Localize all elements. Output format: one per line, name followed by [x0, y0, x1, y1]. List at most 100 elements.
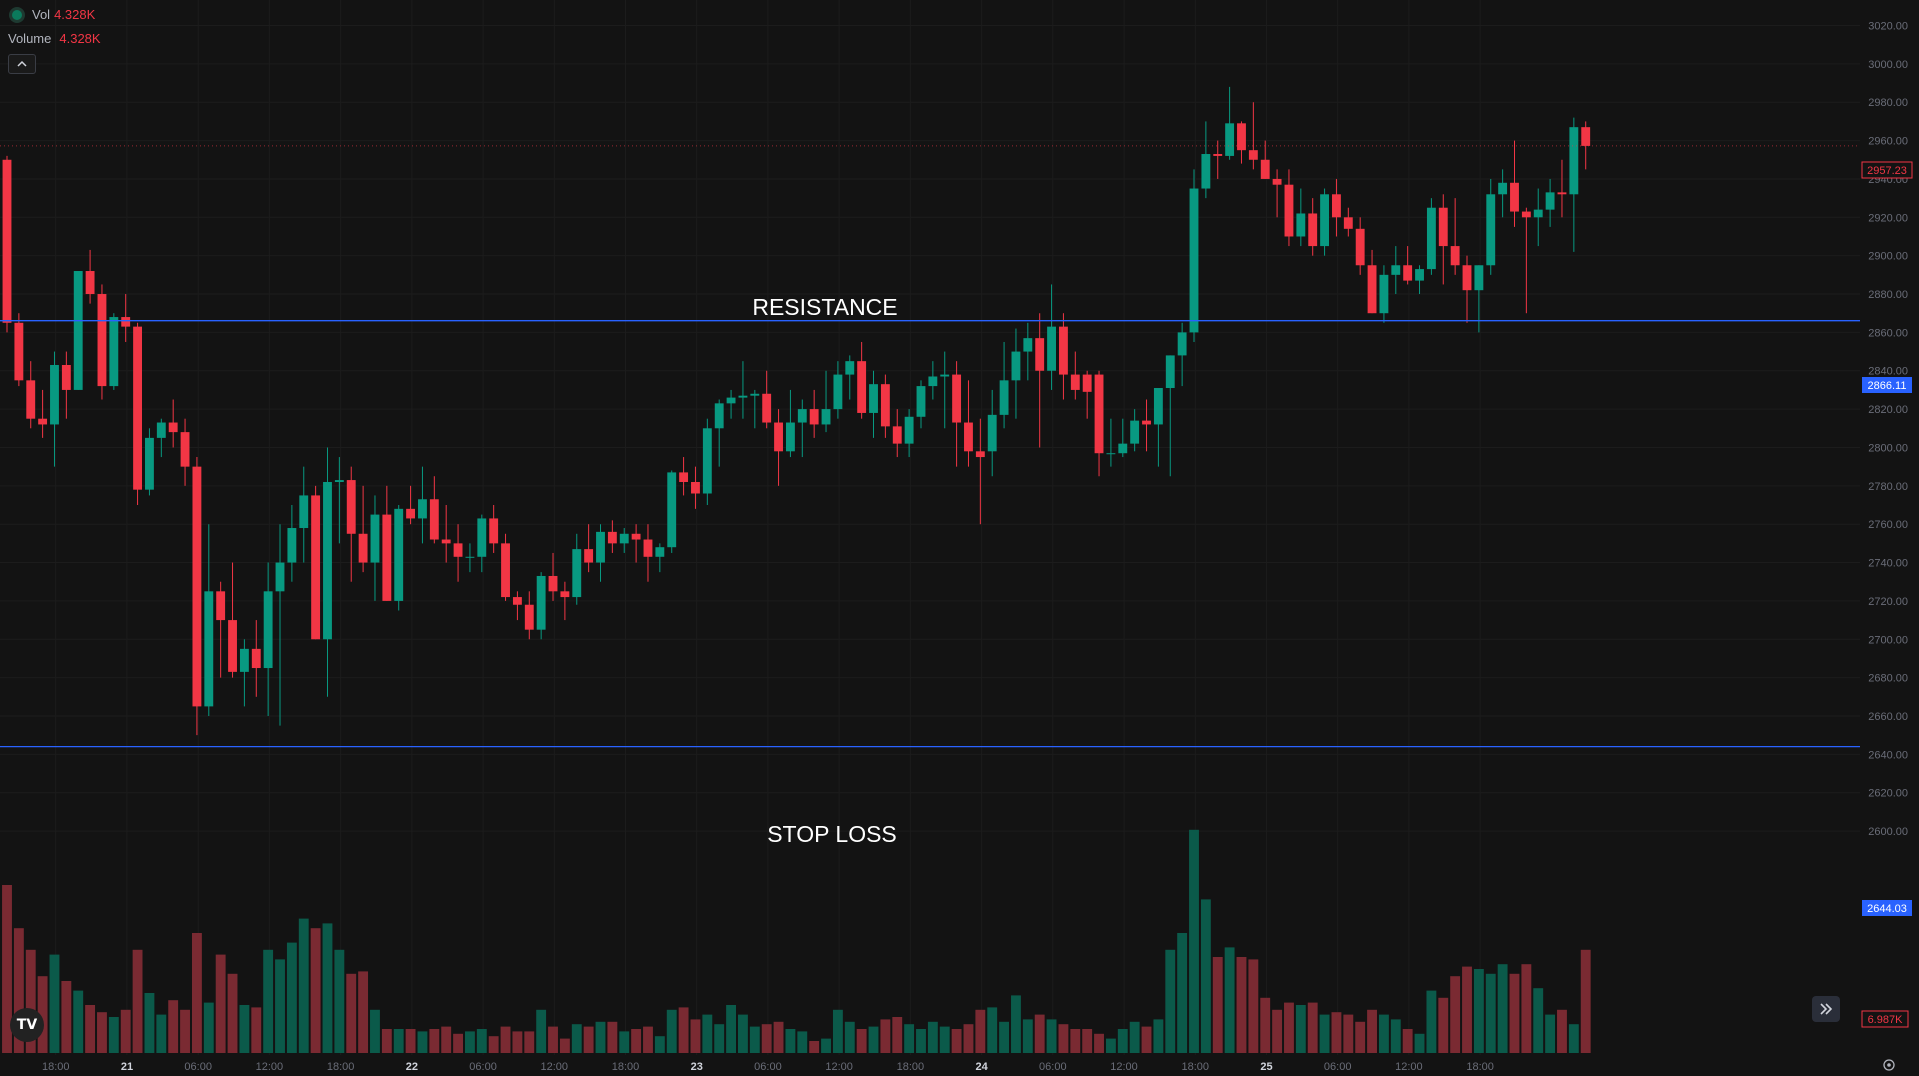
- candle: [370, 495, 380, 601]
- candle-body: [928, 376, 938, 387]
- candle: [1557, 159, 1567, 218]
- candle: [1213, 140, 1223, 179]
- volume-bar: [310, 928, 321, 1053]
- price-axis[interactable]: 3020.003000.002980.002960.002940.002920.…: [1868, 21, 1908, 839]
- volume-bar: [512, 1031, 523, 1053]
- candle-body: [904, 416, 914, 444]
- volume-bar: [453, 1033, 463, 1053]
- time-tick-label: 18:00: [327, 1061, 355, 1073]
- volume-bar: [1355, 1021, 1366, 1053]
- candle: [453, 524, 463, 582]
- candle: [382, 485, 392, 601]
- time-tick-label: 06:00: [184, 1061, 212, 1073]
- volume-bar: [844, 1021, 855, 1053]
- scroll-to-realtime-button[interactable]: [1812, 996, 1840, 1022]
- horizontal-lines[interactable]: [0, 145, 1860, 748]
- legend-volume-value: 4.328K: [59, 31, 101, 46]
- candle: [85, 249, 95, 304]
- candle: [738, 361, 748, 419]
- price-tick-label: 3000.00: [1868, 59, 1908, 71]
- candle: [596, 524, 605, 582]
- candle: [121, 294, 131, 342]
- candle-body: [85, 271, 95, 295]
- legend-volume-label: Volume: [8, 31, 52, 46]
- candle-body: [1415, 269, 1424, 281]
- volume-bar: [1462, 966, 1472, 1053]
- candle-body: [251, 648, 261, 669]
- candle: [1426, 198, 1436, 275]
- candle: [987, 389, 997, 477]
- volume-bar: [892, 1017, 903, 1053]
- volume-bar: [1117, 1029, 1128, 1053]
- volume-bar: [180, 1009, 190, 1053]
- volume-bar: [1390, 1019, 1401, 1053]
- legend-volume-row[interactable]: Volume 4.328K: [8, 30, 101, 48]
- stop-loss-annotation[interactable]: STOP LOSS: [767, 821, 897, 847]
- volume-bar: [370, 1009, 380, 1053]
- candle: [1343, 207, 1353, 237]
- volume-bar: [1272, 1009, 1283, 1053]
- volume-bar: [1426, 990, 1437, 1053]
- candle-body: [762, 393, 772, 423]
- candle-body: [1070, 374, 1080, 390]
- volume-bar: [13, 928, 24, 1053]
- candle-body: [1153, 388, 1163, 425]
- candle: [1403, 246, 1413, 285]
- chart-settings-button[interactable]: [1880, 1056, 1898, 1074]
- volume-bar: [678, 1007, 689, 1053]
- candle-body: [180, 432, 190, 467]
- candle: [1308, 198, 1318, 256]
- candle-body: [1165, 355, 1175, 389]
- candle: [928, 361, 938, 400]
- candle-body: [2, 159, 12, 323]
- candle: [726, 389, 736, 419]
- candle-body: [512, 597, 522, 605]
- time-tick-label: 25: [1260, 1061, 1272, 1073]
- collapse-legend-button[interactable]: [8, 54, 36, 74]
- candle: [1070, 351, 1080, 400]
- candle: [1011, 328, 1021, 419]
- candle-body: [584, 549, 594, 563]
- candle: [97, 284, 107, 400]
- legend-vol-row[interactable]: Vol 4.328K: [8, 6, 101, 24]
- candle-body: [1106, 453, 1116, 455]
- volume-bar: [832, 1009, 843, 1053]
- resistance-annotation[interactable]: RESISTANCE: [752, 294, 897, 320]
- candle: [1142, 399, 1151, 452]
- candle: [1510, 140, 1519, 227]
- candle: [916, 380, 926, 429]
- candle-body: [73, 271, 83, 390]
- tradingview-logo-icon[interactable]: TV: [10, 1008, 44, 1042]
- candle: [1201, 121, 1211, 199]
- volume-bar: [1248, 959, 1259, 1053]
- volume-bar: [37, 976, 48, 1053]
- volume-bar: [951, 1029, 962, 1053]
- candle: [1035, 313, 1045, 448]
- volume-bar: [1450, 976, 1461, 1053]
- candle: [560, 581, 570, 621]
- candle-body: [679, 472, 689, 482]
- volume-bar: [1094, 1033, 1104, 1053]
- time-tick-label: 18:00: [1466, 1061, 1494, 1073]
- price-tick-label: 2980.00: [1868, 97, 1908, 109]
- candle-body: [892, 426, 902, 444]
- candle: [512, 591, 522, 621]
- candle-body: [311, 495, 321, 640]
- candle-body: [1284, 184, 1294, 237]
- stop-loss-price-badge: 2644.03: [1862, 900, 1912, 916]
- candle: [655, 543, 665, 573]
- candle-body: [857, 361, 867, 413]
- candle: [785, 389, 795, 458]
- candle: [477, 514, 487, 573]
- candle-body: [1035, 338, 1045, 371]
- price-tick-label: 2720.00: [1868, 596, 1908, 608]
- candle: [869, 370, 878, 438]
- visibility-dot-icon[interactable]: [12, 10, 22, 20]
- volume-bar: [619, 1031, 630, 1053]
- candle-body: [975, 451, 985, 458]
- candle: [833, 361, 843, 419]
- candle: [1486, 178, 1496, 275]
- time-axis[interactable]: 18:00 21 06:00 12:00 18:00 22 06:00 12:00 18:00 2…: [42, 1061, 1494, 1073]
- candle: [584, 524, 594, 573]
